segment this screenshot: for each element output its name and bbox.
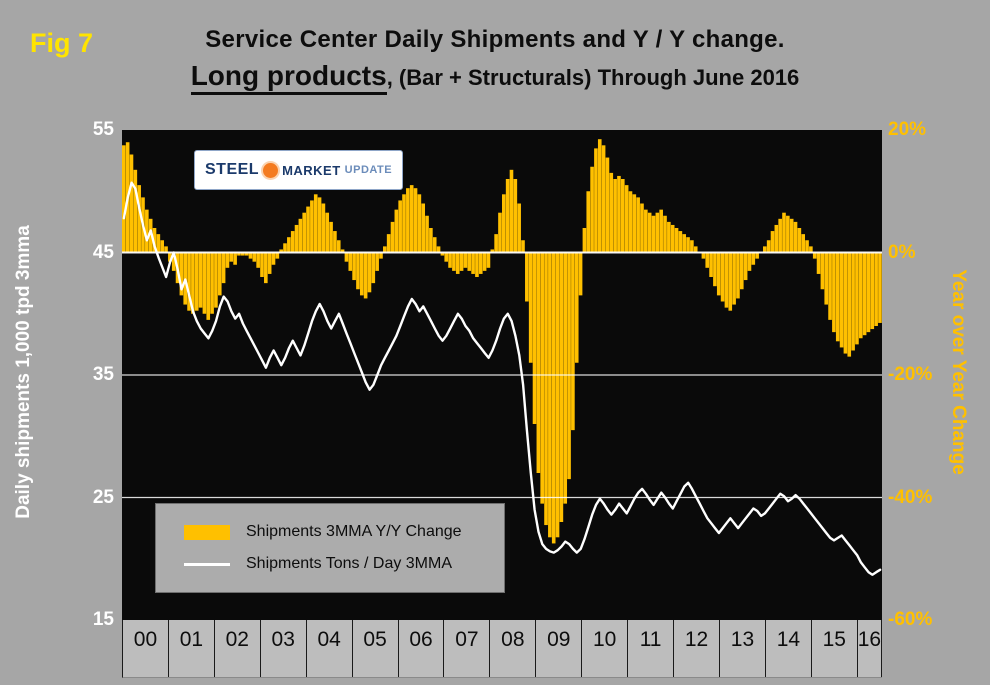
- year-label-08: 08: [490, 620, 537, 677]
- right-axis-tick: -60%: [888, 609, 933, 630]
- right-axis-tick: 20%: [888, 119, 927, 140]
- logo-steel-text: STEEL: [205, 161, 260, 178]
- year-label-06: 06: [399, 620, 445, 677]
- x-axis-year-labels: 00 01 02 03 04 05 06 07 08 09 10 11 12 13 14 15 16: [122, 620, 883, 678]
- year-label-02: 02: [215, 620, 261, 677]
- right-axis-title: Year over Year Change: [948, 269, 969, 475]
- chart-title-emphasis: Long products: [190, 60, 387, 95]
- logo-sun-icon: [263, 162, 279, 178]
- year-label-05: 05: [353, 620, 399, 677]
- right-axis-tick: -20%: [888, 364, 933, 385]
- year-label-04: 04: [307, 620, 353, 677]
- year-label-16: 16: [858, 620, 883, 677]
- legend-item: Shipments 3MMA Y/Y Change: [184, 523, 504, 541]
- year-label-09: 09: [536, 620, 583, 677]
- shipments-line: [122, 181, 882, 576]
- right-axis-tick: 0%: [888, 241, 916, 263]
- left-axis-tick: 45: [92, 241, 114, 263]
- year-label-10: 10: [582, 620, 629, 677]
- legend-line-swatch: [184, 562, 230, 566]
- legend-bar-swatch: [184, 524, 230, 540]
- right-axis-tick: -40%: [888, 486, 933, 508]
- logo-market-text: MARKET: [282, 162, 341, 178]
- chart-title-line1: Service Center Daily Shipments and Y / Y…: [205, 26, 785, 53]
- figure-number: Fig 7: [30, 28, 94, 58]
- left-axis-tick: 15: [92, 609, 114, 630]
- smu-logo: STEEL MARKET UPDATE: [194, 150, 404, 190]
- legend: Shipments 3MMA Y/Y Change Shipments Tons …: [155, 503, 505, 593]
- left-axis-tick: 35: [92, 364, 114, 385]
- year-label-01: 01: [169, 620, 215, 677]
- year-label-13: 13: [720, 620, 766, 677]
- legend-item: Shipments Tons / Day 3MMA: [184, 555, 504, 573]
- chart-title-line2: Long products, (Bar + Structurals) Throu…: [60, 60, 930, 95]
- gridlines: [122, 251, 882, 499]
- year-label-00: 00: [123, 620, 169, 677]
- year-label-11: 11: [628, 620, 675, 677]
- left-axis-tick: 25: [92, 486, 114, 508]
- legend-label: Shipments 3MMA Y/Y Change: [246, 523, 462, 540]
- year-label-07: 07: [444, 620, 491, 677]
- year-label-12: 12: [674, 620, 720, 677]
- left-axis-tick: 55: [92, 119, 114, 140]
- year-label-03: 03: [261, 620, 307, 677]
- legend-label: Shipments Tons / Day 3MMA: [246, 555, 453, 572]
- year-label-15: 15: [812, 620, 858, 677]
- yoy-change-bars: [122, 139, 882, 544]
- left-axis-title: Daily shipments 1,000 tpd 3mma: [13, 225, 34, 519]
- chart-title-rest: , (Bar + Structurals) Through June 2016: [386, 65, 800, 90]
- logo-update-text: UPDATE: [344, 164, 393, 176]
- year-label-14: 14: [766, 620, 812, 677]
